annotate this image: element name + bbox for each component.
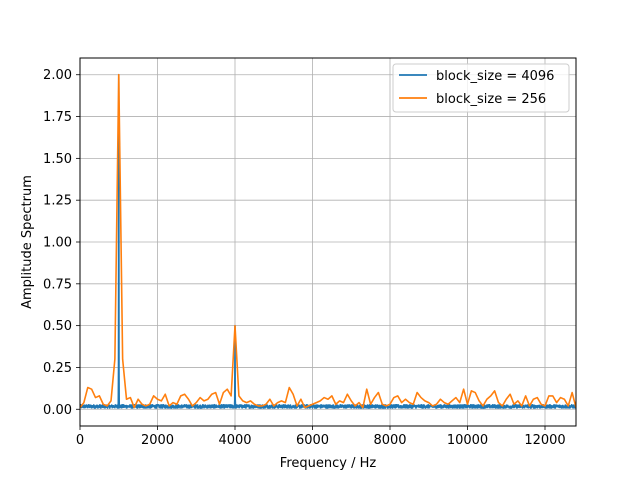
plot-series-group — [80, 73, 576, 409]
grid-lines — [79, 58, 576, 426]
series-line-block-size-256 — [80, 73, 576, 409]
y-tick-label: 1.75 — [43, 110, 72, 125]
legend-label-4096: block_size = 4096 — [436, 69, 554, 84]
x-tick-label: 2000 — [141, 433, 174, 448]
x-tick-label: 6000 — [296, 433, 329, 448]
y-tick-label: 1.25 — [43, 194, 72, 209]
x-tick-label: 12000 — [524, 433, 565, 448]
legend-box — [392, 63, 570, 113]
y-tick-label: 0.00 — [43, 403, 72, 418]
x-tick-label: 4000 — [218, 433, 251, 448]
x-axis-label: Frequency / Hz — [280, 456, 377, 471]
y-tick-label: 0.25 — [43, 361, 72, 376]
y-tick-label: 1.00 — [43, 236, 72, 251]
x-tick-label: 8000 — [373, 433, 406, 448]
axis-ticks: 0 2000 4000 6000 8000 10000 12000 0.00 0.25 0.50 0… — [43, 68, 566, 448]
y-tick-label: 2.00 — [43, 68, 72, 83]
series-line-block-size-4096 — [80, 73, 576, 409]
x-tick-label: 0 — [76, 433, 84, 448]
y-axis-label: Amplitude Spectrum — [20, 175, 35, 309]
y-tick-label: 0.75 — [43, 277, 72, 292]
x-tick-label: 10000 — [447, 433, 488, 448]
y-tick-label: 0.50 — [43, 319, 72, 334]
y-tick-label: 1.50 — [43, 152, 72, 167]
legend-label-256: block_size = 256 — [436, 92, 546, 107]
legend: block_size = 4096 block_size = 256 — [392, 63, 570, 113]
